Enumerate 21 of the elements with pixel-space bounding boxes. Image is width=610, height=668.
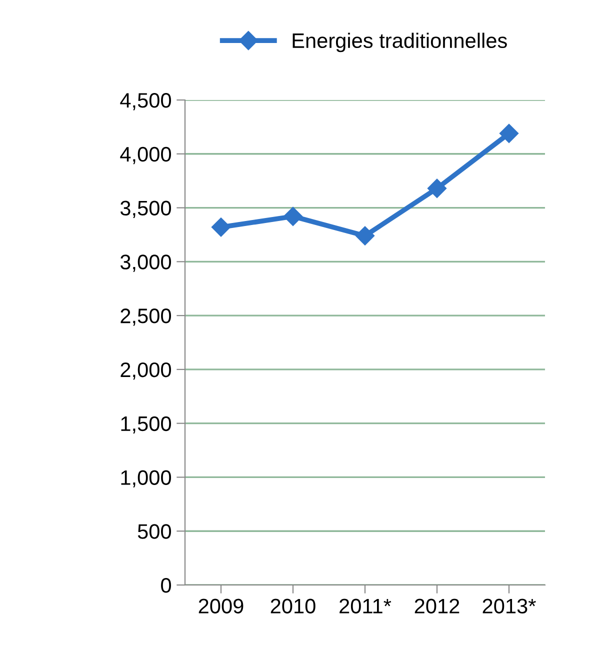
y-tick-label: 1,000 [121, 470, 171, 488]
point [211, 218, 231, 237]
point [427, 178, 447, 198]
y-tick-label: 3,500 [120, 200, 171, 218]
x-tick-label: 2009 [198, 598, 244, 614]
y-tick-label: 2,000 [120, 362, 171, 380]
point [283, 206, 303, 226]
y-tick-label: 500 [138, 524, 171, 539]
y-tick-label: 4,500 [120, 93, 171, 110]
point [355, 226, 375, 246]
legend-label: Energies traditionnelles [292, 32, 507, 52]
x-tick-label: 2011* [340, 598, 392, 614]
x-tick-label: 2013* [482, 598, 536, 614]
y-tick-label: 2,500 [120, 308, 171, 326]
y-tick-label: 1,500 [121, 416, 171, 434]
point [499, 124, 519, 143]
y-tick-label: 0 [161, 578, 171, 593]
x-tick-label: 2010 [270, 598, 316, 614]
y-tick-label: 3,000 [120, 254, 171, 272]
y-tick-label: 4,000 [120, 146, 171, 164]
x-tick-label: 2012 [414, 598, 460, 614]
